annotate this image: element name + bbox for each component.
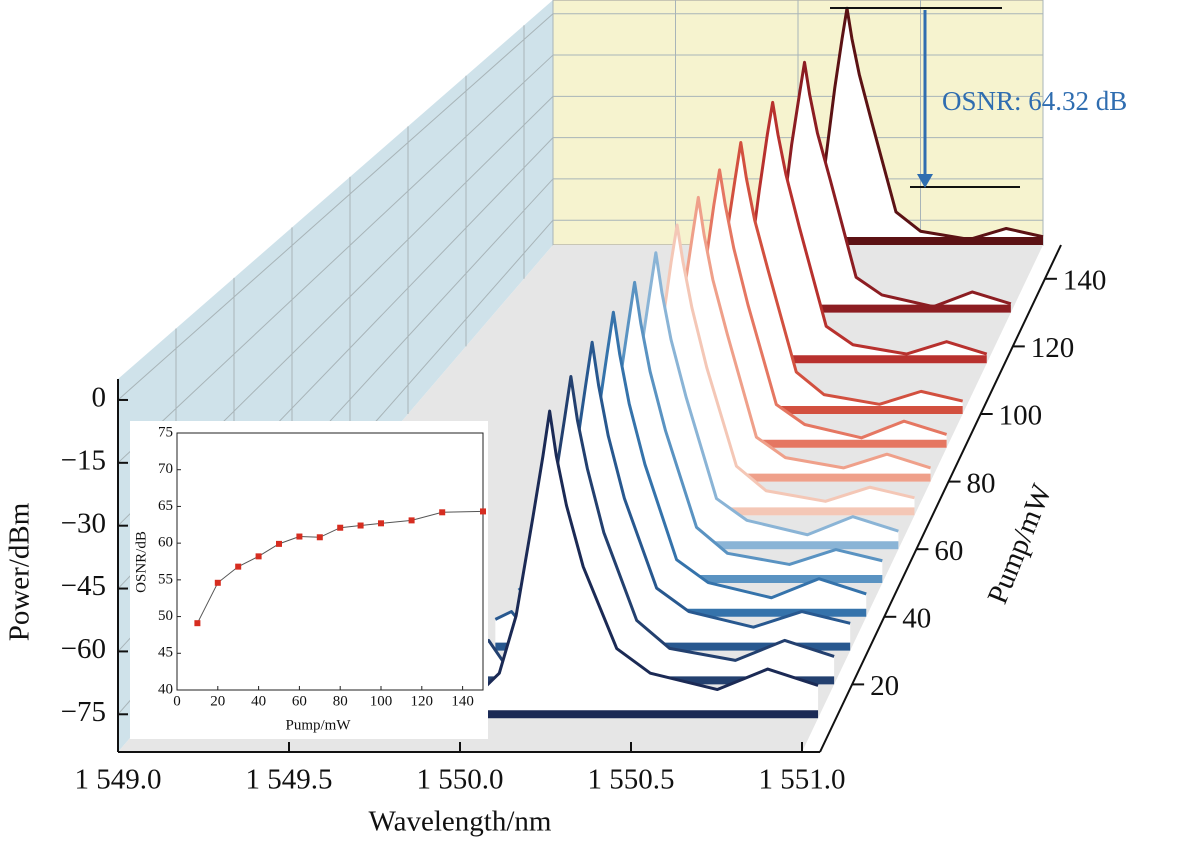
trace-floor xyxy=(448,710,819,719)
x-tick-label: 1 550.5 xyxy=(588,764,675,796)
inset-x-tick-label: 100 xyxy=(370,693,393,709)
y-tick-label: −45 xyxy=(61,570,106,602)
inset-y-tick-label: 50 xyxy=(158,608,173,624)
inset-y-tick-label: 70 xyxy=(158,461,173,477)
grid-line xyxy=(117,54,554,464)
inset-y-tick-label: 75 xyxy=(158,424,173,440)
inset-x-tick-label: 0 xyxy=(173,693,181,709)
trace-shade xyxy=(773,8,1043,246)
spectrum-line xyxy=(447,409,819,692)
inset-y-tick-label: 45 xyxy=(158,645,173,661)
z-tick-label: 80 xyxy=(967,467,996,499)
grid-line xyxy=(117,13,554,401)
inset-marker xyxy=(357,522,364,529)
inset-x-tick-label: 60 xyxy=(292,693,307,709)
inset-x-tick-label: 140 xyxy=(451,693,474,709)
inset-marker xyxy=(316,534,323,541)
trace-shade xyxy=(448,411,819,719)
x-tick-label: 1 549.5 xyxy=(246,764,333,796)
inset-marker xyxy=(337,524,344,531)
z-tick-label: 100 xyxy=(999,400,1043,432)
y-tick-label: −15 xyxy=(61,444,106,476)
inset-y-tick-label: 65 xyxy=(158,498,173,514)
inset-x-tick-label: 40 xyxy=(251,693,266,709)
traces xyxy=(447,6,1044,719)
osnr-annotation: OSNR: 64.32 dB xyxy=(942,86,1127,116)
y-tick-label: −30 xyxy=(61,507,106,539)
y-tick-label: −75 xyxy=(61,696,106,728)
inset-x-title: Pump/mW xyxy=(285,717,351,733)
inset-marker xyxy=(235,563,242,570)
axes: 0 −15 −30 −45 −60 −75 20 40 60 80 100 120 140 1 549.0… xyxy=(61,244,1107,796)
x-tick-label: 1 551.0 xyxy=(759,764,846,796)
osnr-arrow-head xyxy=(917,174,933,188)
inset-frame xyxy=(176,432,484,691)
inset-x-tick-label: 80 xyxy=(333,693,348,709)
inset-x-tick-label: 20 xyxy=(210,693,225,709)
x-axis-title: Wavelength/nm xyxy=(369,806,552,838)
inset-y-tick-label: 60 xyxy=(158,535,173,551)
y-axis-title: Power/dBm xyxy=(4,502,36,641)
y-tick-label: 0 xyxy=(92,382,107,414)
inset-background xyxy=(130,421,488,739)
inset-marker xyxy=(439,509,446,516)
inset-marker xyxy=(255,553,262,560)
z-tick-label: 40 xyxy=(902,602,931,634)
y-tick-label: −60 xyxy=(61,633,106,665)
x-tick-label: 1 549.0 xyxy=(75,764,162,796)
z-tick-label: 140 xyxy=(1063,264,1107,296)
x-tick-label: 1 550.0 xyxy=(417,764,504,796)
z-tick-label: 60 xyxy=(934,535,963,567)
z-tick-label: 20 xyxy=(870,670,899,702)
inset-marker xyxy=(194,620,201,627)
inset-marker xyxy=(276,540,282,547)
inset-marker xyxy=(296,533,303,540)
inset-y-tick-label: 55 xyxy=(158,571,173,587)
inset-marker xyxy=(214,579,221,586)
inset-marker xyxy=(408,517,415,524)
inset-marker xyxy=(480,508,486,515)
inset-x-tick-label: 120 xyxy=(411,693,434,709)
inset: 0 20 40 60 80 100 120 140 40 45 50 55 60 65 70 75 xyxy=(158,424,486,709)
inset-y-tick-label: 40 xyxy=(158,681,173,697)
z-tick-label: 120 xyxy=(1031,332,1075,364)
inset-y-title: OSNR/dB xyxy=(133,531,149,593)
inset-marker xyxy=(378,520,384,527)
z-axis xyxy=(819,244,1062,753)
